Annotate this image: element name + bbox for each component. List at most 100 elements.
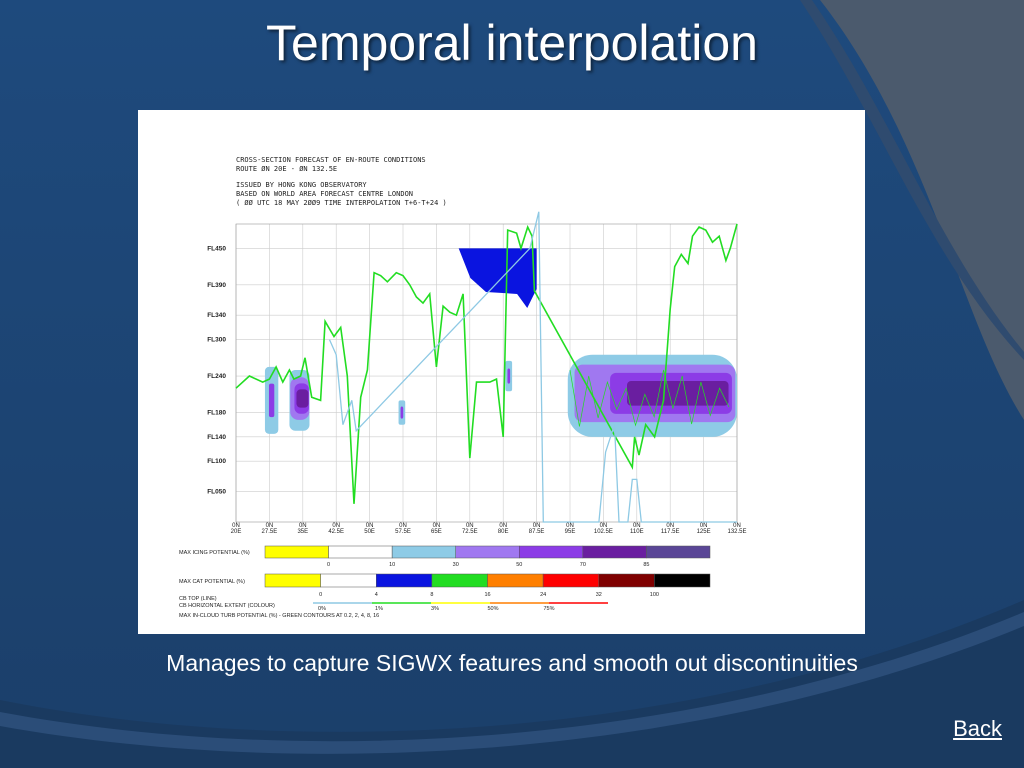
cat-legend-tick: 8 [430, 592, 433, 598]
icing-legend-tick: 0 [327, 562, 330, 568]
x-tick-lon: 87.5E [529, 529, 545, 535]
cat-legend-swatch [487, 573, 544, 588]
icing-legend-tick: 10 [389, 562, 395, 568]
cat-legend-swatch [264, 573, 321, 588]
icing-area-core [400, 406, 404, 419]
x-tick-lat: 0N [566, 523, 574, 529]
y-tick-label: FL240 [207, 373, 226, 380]
chart-header-line: ( ØØ UTC 18 MAY 2ØØ9 TIME INTERPOLATION … [236, 199, 447, 207]
x-tick-lat: 0N [266, 523, 274, 529]
slide-title: Temporal interpolation [266, 15, 758, 71]
icing-legend-swatch [391, 545, 456, 559]
y-tick-label: FL340 [207, 312, 226, 319]
cat-legend-tick: 4 [375, 592, 378, 598]
icing-area-max [296, 389, 309, 408]
x-tick-lon: 132.5E [727, 529, 746, 535]
cat-legend-swatch [320, 573, 377, 588]
x-tick-lon: 50E [364, 529, 375, 535]
x-tick-lat: 0N [299, 523, 307, 529]
cat-legend-label: MAX CAT POTENTIAL (%) [179, 579, 245, 585]
cb-extent-legend-tick: 50% [487, 606, 498, 612]
turb-contour-line [235, 223, 738, 504]
y-tick-label: FL300 [207, 337, 226, 344]
icing-area-core [268, 383, 275, 418]
chart-header-line: BASED ON WORLD AREA FORECAST CENTRE LOND… [236, 190, 413, 198]
x-tick-lat: 0N [232, 523, 240, 529]
icing-legend-label: MAX ICING POTENTIAL (%) [179, 550, 250, 556]
y-tick-label: FL180 [207, 410, 226, 417]
x-tick-lat: 0N [332, 523, 340, 529]
x-tick-lat: 0N [533, 523, 541, 529]
chart-header-line: ISSUED BY HONG KONG OBSERVATORY [236, 181, 367, 189]
x-tick-lat: 0N [633, 523, 641, 529]
cb-top-legend-label: CB TOP (LINE) [179, 596, 217, 602]
chart-header-line: ROUTE ØN 20E - ØN 132.5E [236, 165, 337, 173]
cb-extent-legend-tick: 0% [318, 606, 326, 612]
cross-section-chart: CROSS-SECTION FORECAST OF EN-ROUTE CONDI… [179, 156, 747, 619]
y-tick-label: FL450 [207, 245, 226, 252]
cb-extent-legend-tick: 3% [431, 606, 439, 612]
icing-area-max [627, 381, 729, 406]
x-tick-lon: 35E [297, 529, 308, 535]
bottom-swoosh [0, 600, 1024, 768]
x-tick-lon: 117.5E [661, 529, 680, 535]
icing-legend-swatch [646, 545, 711, 559]
turb-legend-label: MAX IN-CLOUD TURB POTENTIAL (%) - GREEN … [179, 613, 379, 619]
cross-section-figure: CROSS-SECTION FORECAST OF EN-ROUTE CONDI… [138, 110, 865, 634]
cat-legend-tick: 100 [650, 592, 659, 598]
cat-legend-tick: 16 [484, 592, 490, 598]
icing-legend-tick: 85 [643, 562, 649, 568]
x-tick-lon: 27.5E [262, 529, 278, 535]
icing-legend-swatch [582, 545, 647, 559]
corner-swoosh [820, 0, 1024, 420]
icing-area-core [507, 368, 511, 384]
icing-legend-swatch [519, 545, 584, 559]
icing-legend-swatch [455, 545, 520, 559]
icing-legend-tick: 50 [516, 562, 522, 568]
cb-extent-legend-tick: 75% [543, 606, 554, 612]
cb-extent-area [458, 248, 537, 308]
cat-legend-swatch [376, 573, 433, 588]
cat-legend-tick: 0 [319, 592, 322, 598]
x-tick-lon: 125E [697, 529, 711, 535]
x-tick-lat: 0N [700, 523, 708, 529]
cat-legend-tick: 32 [596, 592, 602, 598]
cb-extent-legend-label: CB HORIZONTAL EXTENT (COLOUR) [179, 603, 275, 609]
x-tick-lat: 0N [666, 523, 674, 529]
plot-frame [235, 223, 738, 523]
x-tick-lon: 57.5E [395, 529, 411, 535]
cat-legend-swatch [542, 573, 599, 588]
x-tick-lon: 95E [565, 529, 576, 535]
x-tick-lon: 42.5E [328, 529, 344, 535]
x-tick-lat: 0N [466, 523, 474, 529]
x-tick-lat: 0N [600, 523, 608, 529]
x-tick-lon: 72.5E [462, 529, 478, 535]
y-tick-label: FL050 [207, 489, 226, 496]
cat-legend-swatch [598, 573, 655, 588]
icing-legend-tick: 70 [580, 562, 586, 568]
icing-legend-swatch [264, 545, 329, 559]
x-tick-lat: 0N [499, 523, 507, 529]
cb-top-line [328, 211, 737, 523]
x-tick-lat: 0N [433, 523, 441, 529]
x-tick-lat: 0N [733, 523, 741, 529]
x-tick-lon: 20E [231, 529, 242, 535]
cat-legend-tick: 24 [540, 592, 546, 598]
x-tick-lat: 0N [399, 523, 407, 529]
y-tick-label: FL100 [207, 458, 226, 465]
x-tick-lon: 110E [630, 529, 644, 535]
slide-caption: Manages to capture SIGWX features and sm… [166, 650, 858, 676]
icing-legend-swatch [328, 545, 393, 559]
icing-legend-tick: 30 [453, 562, 459, 568]
cat-legend-swatch [431, 573, 488, 588]
x-tick-lon: 65E [431, 529, 442, 535]
back-link[interactable]: Back [953, 716, 1002, 741]
cat-legend-swatch [654, 573, 711, 588]
x-tick-lon: 80E [498, 529, 509, 535]
chart-header-line: CROSS-SECTION FORECAST OF EN-ROUTE CONDI… [236, 156, 426, 164]
x-tick-lat: 0N [366, 523, 374, 529]
x-tick-lon: 102.5E [594, 529, 613, 535]
y-tick-label: FL390 [207, 282, 226, 289]
cb-extent-legend-tick: 1% [375, 606, 383, 612]
y-tick-label: FL140 [207, 434, 226, 441]
